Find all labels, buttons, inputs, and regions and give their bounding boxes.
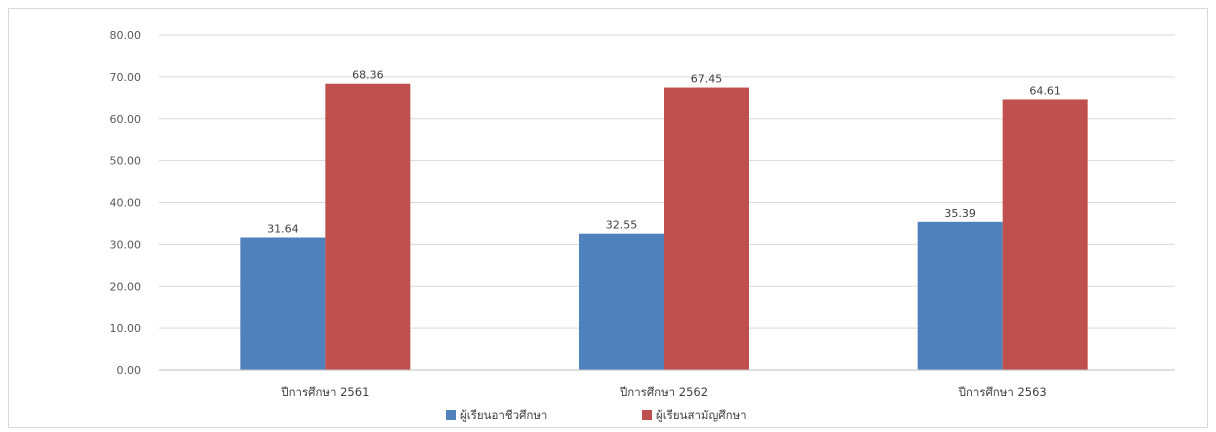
y-axis: 0.00 10.00 20.00 30.00 40.00 50.00 60.00 70.00 8… xyxy=(110,29,142,377)
bar-vocational-3 xyxy=(917,221,1003,370)
y-tick-label: 10.00 xyxy=(110,322,142,335)
y-tick-label: 40.00 xyxy=(110,197,142,210)
y-tick-label: 20.00 xyxy=(110,280,142,293)
data-label: 67.45 xyxy=(691,73,723,86)
y-tick-label: 30.00 xyxy=(110,238,142,251)
data-label: 68.36 xyxy=(352,69,384,82)
y-tick-label: 70.00 xyxy=(110,71,142,84)
bar-general-3 xyxy=(1002,99,1088,371)
bar-general-1 xyxy=(325,83,411,371)
legend-swatch xyxy=(642,410,652,420)
x-axis: ปีการศึกษา 2561 ปีการศึกษา 2562 ปีการศึกษา… xyxy=(159,369,1175,399)
legend-label: ผู้เรียนอาชีวศึกษา xyxy=(460,408,547,422)
legend-label: ผู้เรียนสามัญศึกษา xyxy=(656,408,747,422)
y-tick-label: 0.00 xyxy=(117,364,142,377)
data-label: 64.61 xyxy=(1029,84,1061,97)
bar-general-2 xyxy=(664,87,749,370)
y-tick-label: 80.00 xyxy=(110,29,142,42)
data-labels: 31.64 68.36 32.55 67.45 35.39 64.61 xyxy=(267,69,1061,236)
bar-vocational-1 xyxy=(240,237,326,370)
y-tick-label: 60.00 xyxy=(110,113,142,126)
x-category-label: ปีการศึกษา 2562 xyxy=(619,385,708,399)
legend: ผู้เรียนอาชีวศึกษา ผู้เรียนสามัญศึกษา xyxy=(446,408,747,422)
chart-area: 0.00 10.00 20.00 30.00 40.00 50.00 60.00 70.00 8… xyxy=(8,8,1208,428)
legend-swatch xyxy=(446,410,456,420)
x-category-label: ปีการศึกษา 2561 xyxy=(280,385,369,399)
bars xyxy=(240,83,1088,371)
data-label: 32.55 xyxy=(606,219,638,232)
data-label: 31.64 xyxy=(267,223,299,236)
x-category-label: ปีการศึกษา 2563 xyxy=(958,385,1047,399)
y-tick-label: 50.00 xyxy=(110,155,142,168)
data-label: 35.39 xyxy=(944,207,976,220)
bar-vocational-2 xyxy=(579,233,664,370)
bar-chart: 0.00 10.00 20.00 30.00 40.00 50.00 60.00 70.00 8… xyxy=(110,29,1175,422)
